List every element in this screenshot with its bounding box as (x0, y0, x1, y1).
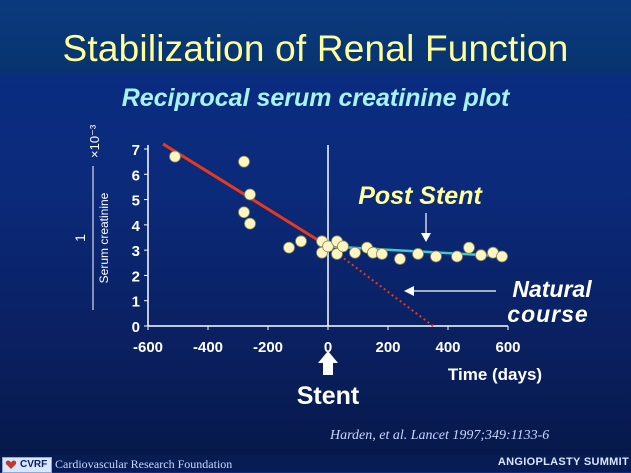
x-tick-label: -200 (253, 339, 283, 356)
data-point (244, 188, 256, 201)
y-tick-label: 1 (132, 294, 140, 311)
x-tick-label: -600 (133, 339, 163, 356)
y-tick-label: 6 (132, 167, 140, 184)
data-point (337, 240, 349, 253)
data-point (295, 235, 307, 248)
title-band (0, 0, 631, 74)
y-tick-label: 0 (132, 319, 140, 336)
y-tick-label: 2 (132, 268, 140, 285)
data-point (283, 241, 295, 254)
data-point (475, 249, 487, 262)
heart-icon (5, 460, 17, 469)
y-tick-label: 3 (132, 243, 140, 260)
conference-name: ANGIOPLASTY SUMMIT (497, 456, 629, 468)
y-label-numerator: 1 (72, 234, 88, 242)
stent-arrow-icon (318, 351, 338, 375)
data-points (169, 150, 508, 265)
data-point (238, 155, 250, 168)
data-point (349, 246, 361, 259)
x-tick-label: 0 (324, 339, 332, 356)
data-point (244, 217, 256, 230)
cvrf-logo: CVRF (2, 457, 52, 473)
y-axis-label: 1 Serum creatinine ×10⁻³ (72, 124, 111, 310)
x-axis-label: Time (days) (448, 365, 542, 384)
data-point (238, 206, 250, 219)
data-point (394, 253, 406, 265)
y-tick-label: 5 (132, 193, 140, 210)
axes: 0 1 2 3 4 5 6 7 -600 -400 -200 0 200 400 600 (132, 142, 521, 356)
slide-subtitle: Reciprocal serum creatinine plot (121, 84, 510, 112)
x-tick-label: -400 (193, 339, 223, 356)
y-tick-label: 7 (132, 142, 140, 159)
y-label-denominator: Serum creatinine (97, 192, 111, 283)
citation: Harden, et al. Lancet 1997;349:1133-6 (330, 428, 550, 443)
data-point (169, 150, 181, 163)
y-label-scale: ×10⁻³ (87, 124, 102, 158)
footer-bar (0, 455, 631, 472)
y-tick-label: 4 (132, 218, 141, 235)
chart-labels: 1 Serum creatinine ×10⁻³ Time (days) Post St… (72, 124, 592, 410)
stent-label: Stent (297, 382, 360, 410)
foundation-name: Cardiovascular Research Foundation (55, 457, 233, 471)
x-tick-label: 600 (495, 339, 520, 356)
natural-course-arrowhead (404, 286, 414, 296)
data-point (496, 250, 508, 263)
post-stent-label: Post Stent (358, 182, 483, 210)
data-point (376, 248, 388, 260)
post-stent-arrowhead (421, 233, 431, 242)
slide-title: Stabilization of Renal Function (62, 28, 569, 69)
data-point (430, 250, 442, 263)
data-point (451, 250, 463, 263)
natural-course-label-2: course (507, 301, 588, 327)
x-tick-label: 200 (375, 339, 400, 356)
data-point (412, 248, 424, 260)
natural-course-extrapolation-line (327, 245, 434, 327)
trend-lines (162, 142, 509, 327)
natural-course-label-1: Natural (512, 276, 592, 302)
logo-text: CVRF (20, 459, 48, 470)
x-tick-label: 400 (435, 339, 460, 356)
data-point (322, 240, 334, 253)
data-point (463, 241, 475, 254)
